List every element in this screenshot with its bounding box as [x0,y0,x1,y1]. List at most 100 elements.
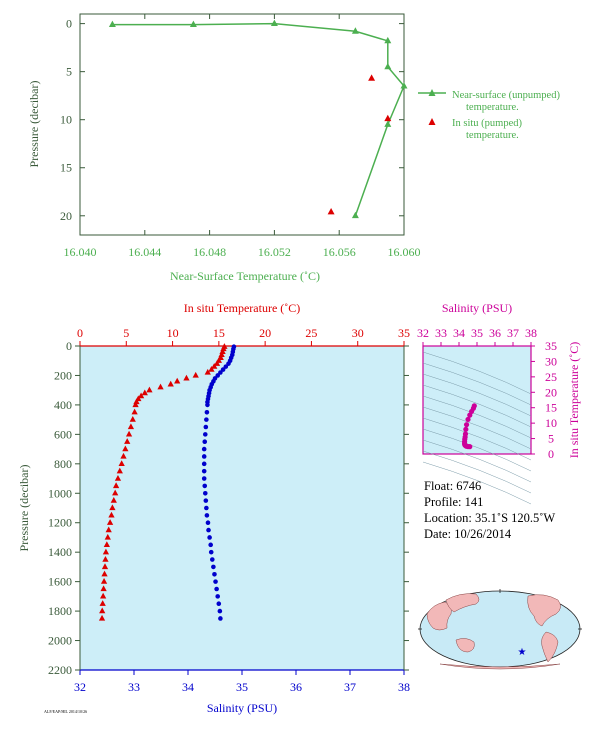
temp-tick-label: 20 [259,326,271,340]
ts-salinity-tick-label: 38 [525,326,537,340]
ts-salinity-tick-label: 34 [453,326,465,340]
legend-label-unpumped: Near-surface (unpumped) temperature. [452,90,563,113]
pumped-temperature-point [327,207,335,215]
temperature-point [102,555,109,562]
near-surface-chart: 16.040 16.044 16.048 16.052 16.056 16.060 0 5 10… [27,13,563,283]
salinity-point [204,513,210,518]
density-contour [422,384,532,428]
temperature-point [102,548,110,555]
top-plot-frame [79,13,405,236]
temperature-point [112,489,119,496]
unpumped-temperature-point [351,211,359,219]
top-y-tick-label: 15 [60,161,72,175]
date: Date: 10/26/2014 [424,527,512,541]
temperature-point [132,401,139,408]
temperature-point [101,563,109,570]
salinity-point [218,370,223,375]
salinity-point [201,454,207,459]
ts-temp-tick-label: 5 [548,432,554,446]
salinity-point [220,367,226,372]
temperature-point [114,474,122,481]
temp-tick-label: 10 [167,326,179,340]
salinity-point [205,520,211,526]
ts-point [465,416,471,423]
salinity-point [226,361,231,366]
temperature-point [183,374,190,381]
salinity-point [213,579,218,584]
density-contour [422,428,532,472]
ts-point [467,412,473,418]
unpumped-temperature-point [400,82,408,89]
salinity-tick-label: 34 [182,680,194,694]
salinity-point [211,564,216,570]
density-contour [422,450,532,494]
unpumped-temperature-point [384,36,392,44]
top-series-marks [108,19,408,219]
temperature-point [208,365,215,372]
profile-ylabel: Pressure (decibar) [17,465,31,552]
ts-temp-tick-label: 35 [545,339,557,353]
profile-plot-background [80,346,404,670]
temp-tick-label: 35 [398,326,410,340]
ts-salinity-tick-label: 36 [489,326,501,340]
top-x-tick-label: 16.040 [64,245,97,259]
unpumped-temperature-point [108,20,116,27]
temperature-point [100,578,108,584]
ts-temp-tick-label: 30 [545,354,557,368]
salinity-point [201,476,207,481]
temperature-point [118,460,125,466]
ts-salinity-tick-label: 35 [471,326,483,340]
salinity-point [204,409,210,415]
temperature-point [124,438,131,444]
salinity-point [214,586,219,592]
top-x-tick-label: 16.044 [128,245,161,259]
salinity-tick-label: 38 [398,680,410,694]
ts-temp-tick-label: 20 [545,385,557,399]
ts-ylabel: In situ Temperature (˚C) [567,342,581,459]
top-x-tick-label: 16.048 [193,245,226,259]
salinity-point [201,461,207,467]
salinity-point [202,432,208,437]
top-y-tick-label: 0 [66,17,72,31]
temperature-point [131,408,138,415]
pressure-tick-label: 800 [54,457,72,471]
temperature-point [137,392,145,399]
density-contour [422,417,532,461]
map-land-antarctica [439,663,561,670]
temperature-point [103,541,110,547]
pressure-tick-label: 1800 [48,604,72,618]
temperature-point [105,526,112,533]
unpumped-temperature-point [384,62,392,70]
top-y-tick-label: 10 [60,113,72,127]
top-legend: Near-surface (unpumped) temperature. In … [418,89,563,141]
salinity-point [208,549,214,555]
ts-temp-tick-label: 0 [548,447,554,461]
pressure-tick-label: 400 [54,398,72,412]
ts-temp-tick-label: 25 [545,370,557,384]
ts-salinity-tick-label: 32 [417,326,429,340]
temp-tick-label: 5 [123,326,129,340]
map-land-north [445,593,480,613]
temperature-point [109,504,116,511]
density-contour [422,406,532,450]
temperature-point [125,430,133,437]
top-axis-ticks: 16.040 16.044 16.048 16.052 16.056 16.060 0 5 10… [60,14,421,259]
density-contour [422,461,532,505]
ts-temp-tick-label: 10 [545,416,557,430]
salinity-tick-label: 36 [290,680,302,694]
pressure-tick-label: 2200 [48,663,72,677]
salinity-point [205,402,210,408]
salinity-point [207,535,212,540]
top-y-tick-label: 20 [60,209,72,223]
salinity-point [201,446,207,452]
salinity-point [203,498,209,503]
salinity-point [208,542,213,548]
salinity-point [215,373,220,378]
unpumped-temperature-point [189,20,197,27]
map-land-north-america [527,594,561,627]
pumped-temperature-point [384,114,392,122]
ts-salinity-tick-label: 33 [435,326,447,340]
unpumped-temperature-point [351,27,359,34]
temperature-point [98,614,106,621]
